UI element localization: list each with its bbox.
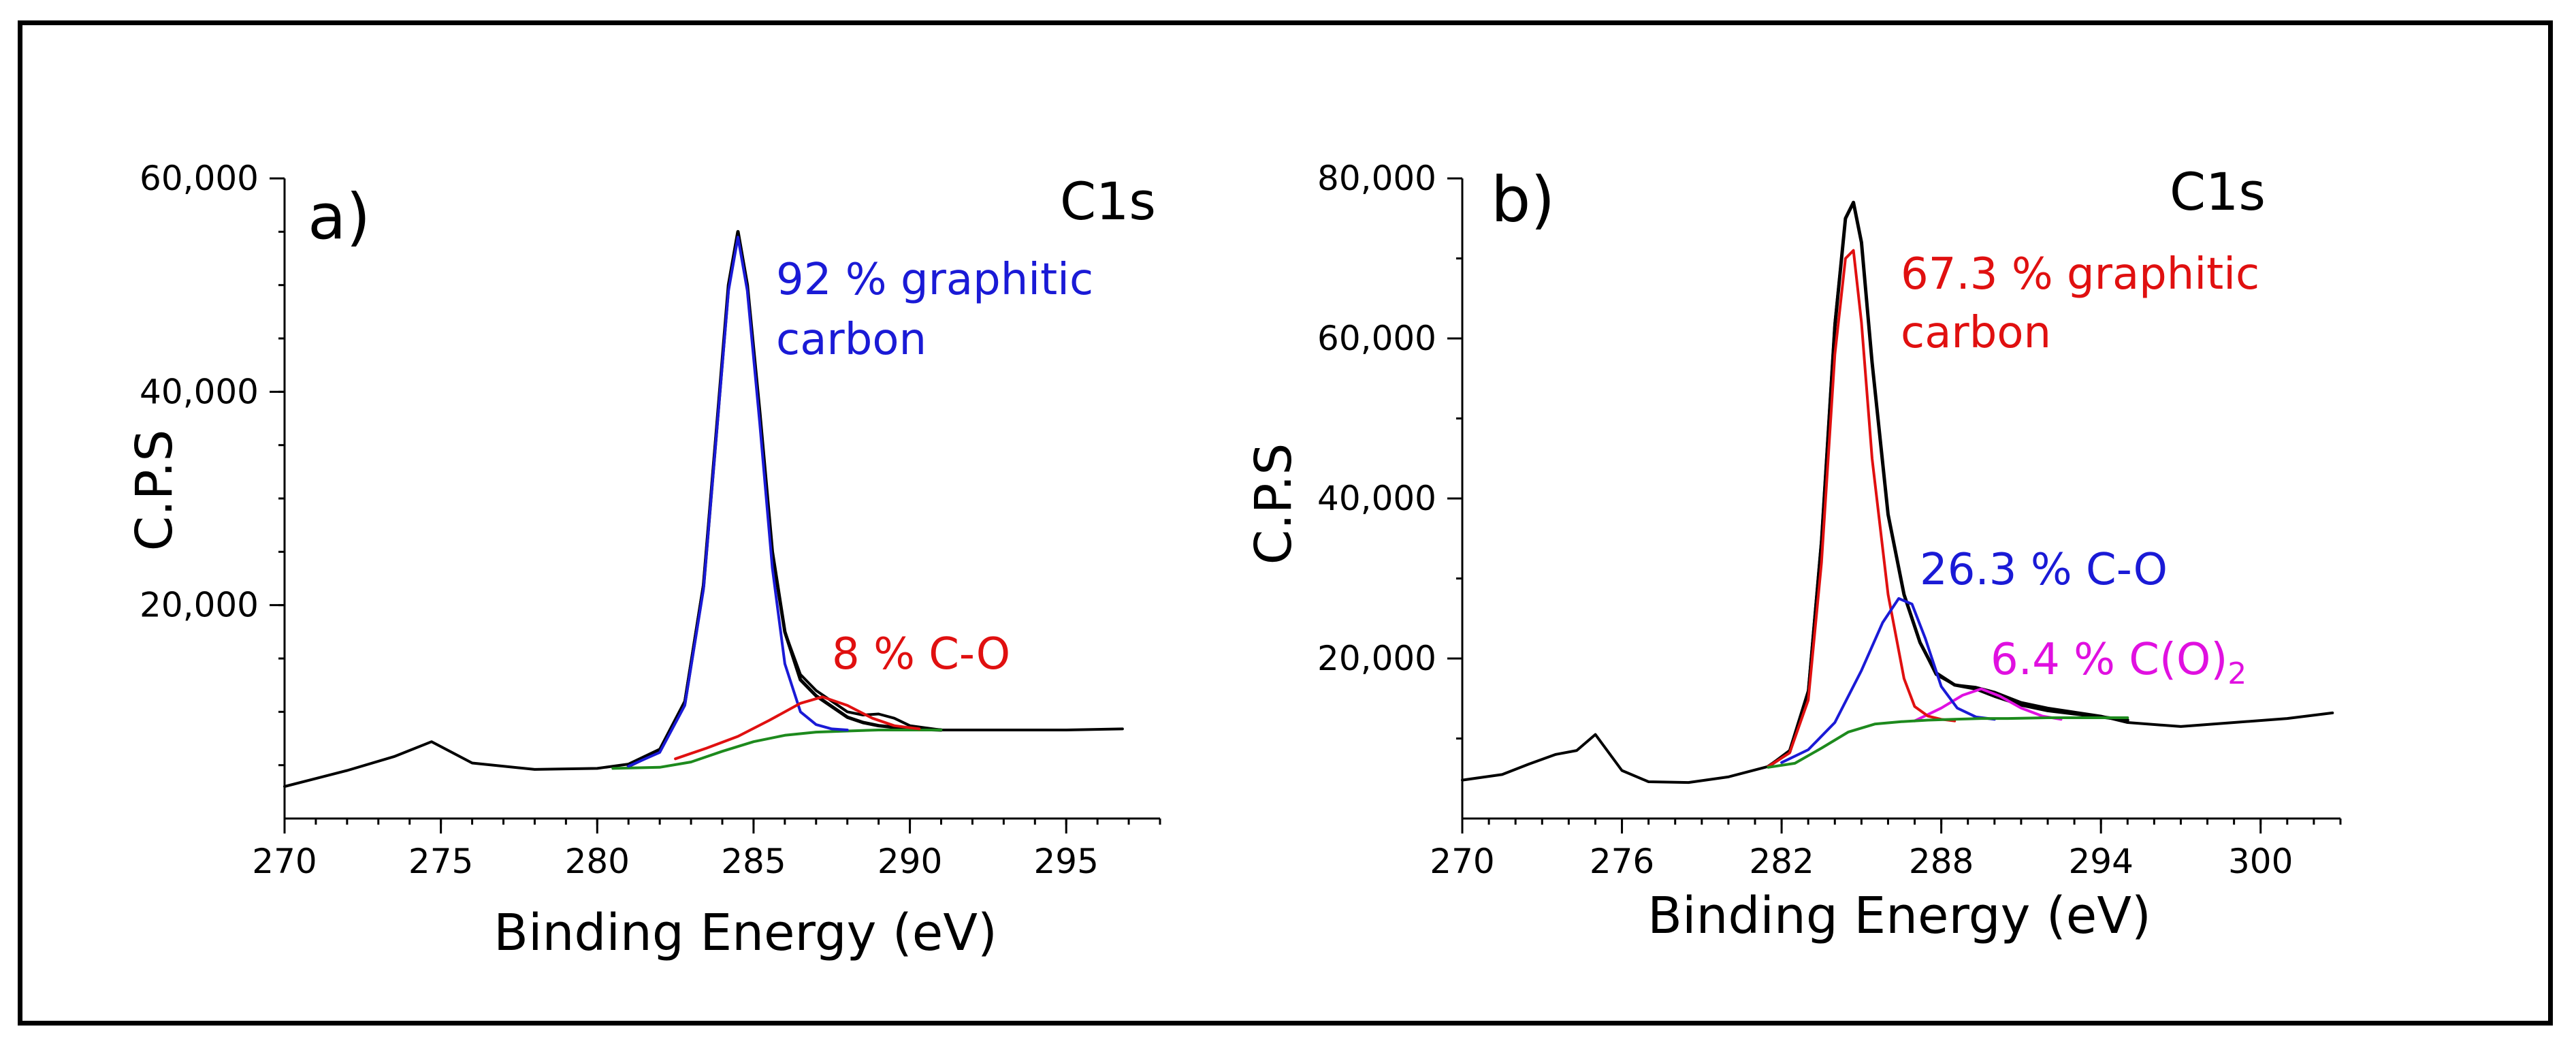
panel-a-x-tick-label: 280: [565, 842, 630, 881]
panel-b-series-26-3-c-o: [1780, 597, 1996, 764]
panel-a-x-tick-label: 275: [408, 842, 473, 881]
panel-a-annotation-graphitic-carbon: carbon: [776, 315, 927, 365]
panel-b-y-tick-label: 40,000: [1317, 479, 1436, 518]
panel-a-label: a): [308, 180, 370, 253]
panel-a-series-fit-envelope: [626, 229, 943, 768]
panel-b-annotation-co2-main: 6.4 % C(O): [1991, 635, 2227, 685]
panel-a-series-background: [611, 729, 943, 770]
panel-a-x-tick-label: 295: [1033, 842, 1098, 881]
panel-b-x-title: Binding Energy (eV): [1647, 887, 2151, 945]
panel-a-y-tick-label: 60,000: [140, 159, 259, 198]
panel-a-x-tick-label: 270: [252, 842, 317, 881]
panel-b-annotation-graphitic-carbon: carbon: [1901, 308, 2051, 358]
panel-b-ticks: 270 276 282 288 294 300 20,000 40,000 60,000 80,0…: [1317, 159, 2342, 881]
panel-a-curves: [283, 229, 1124, 788]
panel-b-label: b): [1491, 163, 1555, 236]
panel-a-core-level: C1s: [1060, 171, 1156, 232]
panel-a-series-92-graphitic-carbon: [627, 236, 849, 768]
panel-b-series-background: [1767, 716, 2129, 769]
panel-a-annotation-co: 8 % C-O: [832, 629, 1010, 680]
panel-a-y-tick-label: 40,000: [140, 372, 259, 411]
panel-a-x-tick-label: 290: [878, 842, 942, 881]
panel-a-y-title: C.P.S: [125, 430, 184, 552]
panel-b-x-tick-label: 288: [1909, 842, 1974, 881]
panel-a-series-measured: [283, 230, 1124, 788]
panel-a-x-tick-label: 285: [721, 842, 786, 881]
panel-a-series-8-c-o: [674, 695, 921, 761]
panel-b-x-tick-label: 300: [2228, 842, 2293, 881]
panel-b-y-tick-label: 20,000: [1317, 639, 1436, 678]
panel-b-annotation-co: 26.3 % C-O: [1920, 545, 2168, 595]
panel-b-x-tick-label: 270: [1430, 842, 1494, 881]
panel-b-y-tick-label: 60,000: [1317, 319, 1436, 358]
panel-b: 270 276 282 288 294 300 20,000 40,000 60,000 80,0…: [1244, 159, 2342, 945]
panel-b-x-tick-label: 294: [2068, 842, 2133, 881]
panel-b-annotation-graphitic: 67.3 % graphitic: [1901, 249, 2259, 300]
panel-a-ticks: 270 275 280 285 290 295 20,000 40,000 60,000: [140, 159, 1161, 881]
panel-b-series-67-3-graphitic-carbon: [1767, 249, 1957, 768]
panel-b-core-level: C1s: [2170, 161, 2266, 222]
panel-b-series-fit-envelope: [1767, 200, 2129, 769]
panel-a-y-tick-label: 20,000: [140, 586, 259, 625]
panel-b-x-tick-label: 276: [1590, 842, 1654, 881]
panel-b-curves: [1461, 200, 2334, 784]
panel-b-series-6-4-c-o-2: [1913, 687, 2063, 723]
panel-a-x-title: Binding Energy (eV): [494, 904, 997, 962]
panel-b-y-title: C.P.S: [1244, 443, 1303, 565]
panel-a-annotation-graphitic: 92 % graphitic: [776, 255, 1093, 305]
figure-frame: [18, 20, 2553, 1026]
panel-b-x-tick-label: 282: [1749, 842, 1814, 881]
panel-b-y-tick-label: 80,000: [1317, 159, 1436, 198]
panel-b-annotation-co2-sub: 2: [2227, 656, 2247, 691]
panel-b-annotation-co2: 6.4 % C(O)2: [1991, 635, 2247, 691]
